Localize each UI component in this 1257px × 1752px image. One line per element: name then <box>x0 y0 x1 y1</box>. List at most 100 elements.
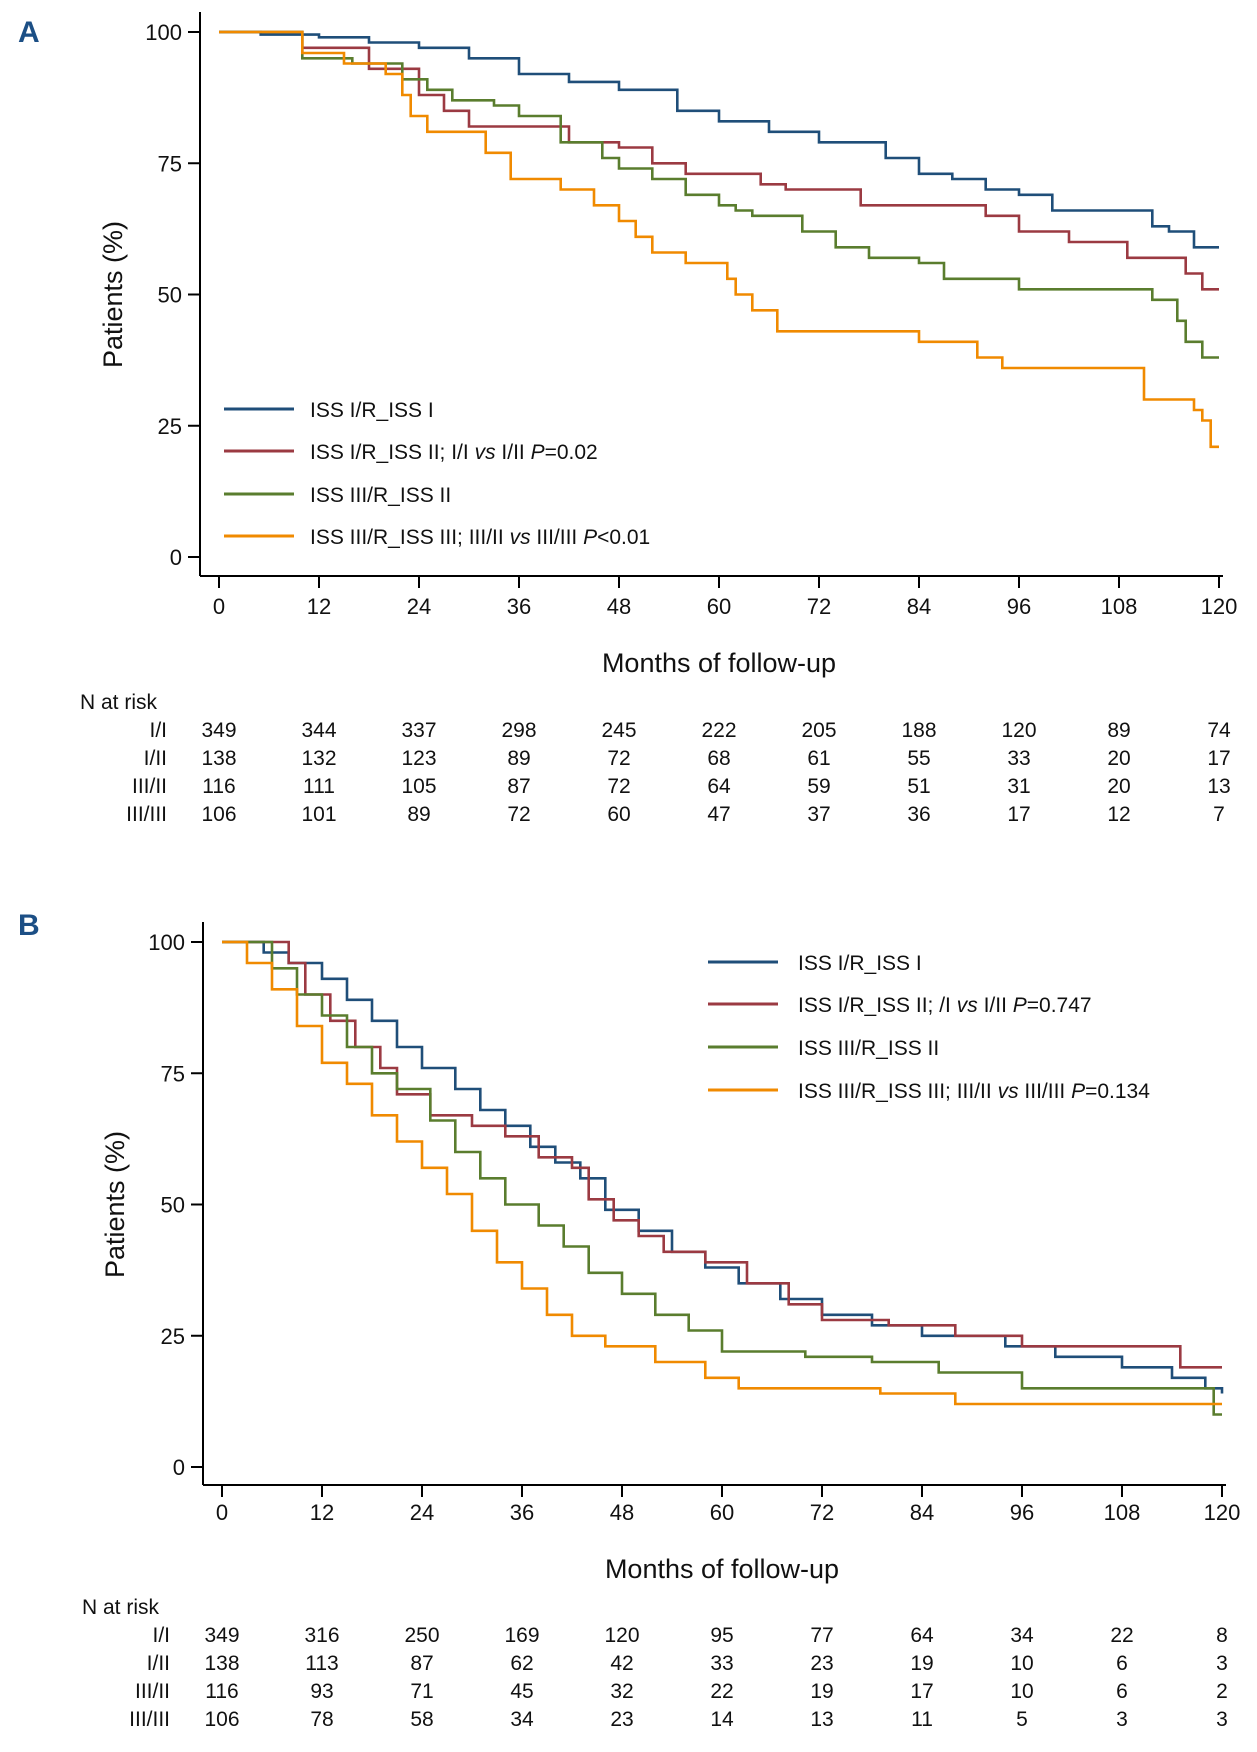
risk-value: 71 <box>410 1680 433 1703</box>
risk-value: 6 <box>1116 1652 1128 1675</box>
x-tick-label: 72 <box>810 1500 834 1525</box>
risk-value: 33 <box>1007 747 1030 770</box>
risk-value: 59 <box>807 775 830 798</box>
x-tick-label: 72 <box>807 594 831 619</box>
x-tick-label: 120 <box>1204 1500 1241 1525</box>
risk-value: 72 <box>607 747 630 770</box>
risk-value: 13 <box>1207 775 1230 798</box>
legend-label-pre: ISS I/R_ISS II; I/I <box>310 441 475 464</box>
legend-label-mid: I/II <box>978 994 1013 1017</box>
panel-b: B Patients (%) Months of follow-up N at … <box>18 909 1240 1731</box>
risk-value: 337 <box>401 719 436 742</box>
risk-value: 87 <box>507 775 530 798</box>
legend-label: ISS I/R_ISS II; /I vs I/II P=0.747 <box>798 994 1092 1017</box>
risk-value: 64 <box>707 775 731 798</box>
risk-value: 3 <box>1116 1708 1128 1731</box>
risk-value: 89 <box>407 803 430 826</box>
risk-value: 245 <box>601 719 636 742</box>
risk-value: 123 <box>401 747 436 770</box>
risk-value: 188 <box>901 719 936 742</box>
risk-value: 72 <box>507 803 530 826</box>
risk-value: 349 <box>201 719 236 742</box>
risk-value: 36 <box>907 803 930 826</box>
risk-value: 19 <box>910 1652 933 1675</box>
risk-value: 51 <box>907 775 930 798</box>
risk-value: 298 <box>501 719 536 742</box>
legend-label-pval: <0.01 <box>597 526 650 549</box>
risk-value: 77 <box>810 1624 833 1647</box>
y-tick-label: 50 <box>161 1193 185 1218</box>
legend-label-vs: vs <box>510 526 532 549</box>
x-tick-label: 84 <box>907 594 931 619</box>
risk-value: 31 <box>1007 775 1030 798</box>
risk-value: 101 <box>301 803 336 826</box>
legend-label: ISS I/R_ISS II; I/I vs I/II P=0.02 <box>310 441 598 464</box>
legend-label-pre: ISS I/R_ISS I <box>310 399 434 422</box>
legend-label: ISS III/R_ISS II <box>310 484 451 507</box>
legend-label-p: P <box>583 526 597 549</box>
risk-value: 89 <box>507 747 530 770</box>
risk-value: 89 <box>1107 719 1130 742</box>
risk-value: 17 <box>1007 803 1030 826</box>
legend-label-mid: I/II <box>496 441 531 464</box>
x-tick-label: 96 <box>1010 1500 1034 1525</box>
risk-value: 138 <box>201 747 236 770</box>
y-tick-label: 75 <box>161 1061 185 1086</box>
legend-label: ISS III/R_ISS III; III/II vs III/III P<0… <box>310 526 650 549</box>
x-tick-label: 60 <box>710 1500 734 1525</box>
risk-value: 344 <box>301 719 336 742</box>
x-tick-label: 60 <box>707 594 731 619</box>
y-axis-title: Patients (%) <box>98 221 128 368</box>
risk-value: 120 <box>604 1624 639 1647</box>
risk-value: 105 <box>401 775 436 798</box>
legend-label: ISS III/R_ISS II <box>798 1037 939 1060</box>
y-tick-label: 25 <box>161 1324 185 1349</box>
risk-value: 42 <box>610 1652 633 1675</box>
legend-label-vs: vs <box>957 994 979 1017</box>
legend-label-pre: ISS III/R_ISS II <box>310 484 451 507</box>
risk-value: 20 <box>1107 775 1130 798</box>
y-tick-label: 50 <box>158 283 182 308</box>
risk-row-label: I/II <box>144 747 167 770</box>
series-line-3 <box>219 30 1219 359</box>
risk-row-label: I/I <box>149 719 167 742</box>
risk-value: 60 <box>607 803 630 826</box>
risk-value: 3 <box>1216 1652 1228 1675</box>
x-axis-title: Months of follow-up <box>602 648 836 678</box>
risk-value: 116 <box>202 775 235 798</box>
legend-label-pre: ISS III/R_ISS III; III/II <box>310 526 510 549</box>
x-tick-label: 36 <box>510 1500 534 1525</box>
risk-value: 106 <box>201 803 236 826</box>
risk-value: 68 <box>707 747 730 770</box>
risk-value: 74 <box>1207 719 1231 742</box>
x-tick-label: 84 <box>910 1500 934 1525</box>
y-tick-label: 0 <box>173 1455 185 1480</box>
legend-label-pre: ISS I/R_ISS I <box>798 952 922 975</box>
x-tick-label: 12 <box>310 1500 334 1525</box>
y-axis-title: Patients (%) <box>100 1131 130 1278</box>
risk-value: 250 <box>404 1624 439 1647</box>
risk-value: 316 <box>304 1624 339 1647</box>
series-line-2 <box>219 30 1219 291</box>
risk-value: 132 <box>301 747 336 770</box>
risk-value: 116 <box>205 1680 238 1703</box>
risk-value: 8 <box>1216 1624 1228 1647</box>
risk-value: 12 <box>1107 803 1130 826</box>
x-tick-label: 108 <box>1104 1500 1141 1525</box>
y-tick-label: 0 <box>170 545 182 570</box>
risk-value: 19 <box>810 1680 833 1703</box>
risk-row-label: III/II <box>135 1680 170 1703</box>
x-tick-label: 24 <box>407 594 431 619</box>
legend-label-pre: ISS III/R_ISS III; III/II <box>798 1080 998 1103</box>
risk-value: 120 <box>1001 719 1036 742</box>
legend-label: ISS III/R_ISS III; III/II vs III/III P=0… <box>798 1080 1150 1103</box>
risk-value: 58 <box>410 1708 433 1731</box>
y-tick-label: 75 <box>158 151 182 176</box>
x-tick-label: 12 <box>307 594 331 619</box>
x-tick-label: 0 <box>216 1500 228 1525</box>
risk-value: 111 <box>303 775 335 798</box>
risk-value: 17 <box>910 1680 933 1703</box>
risk-value: 37 <box>807 803 830 826</box>
panel-letter-a: A <box>18 16 40 49</box>
